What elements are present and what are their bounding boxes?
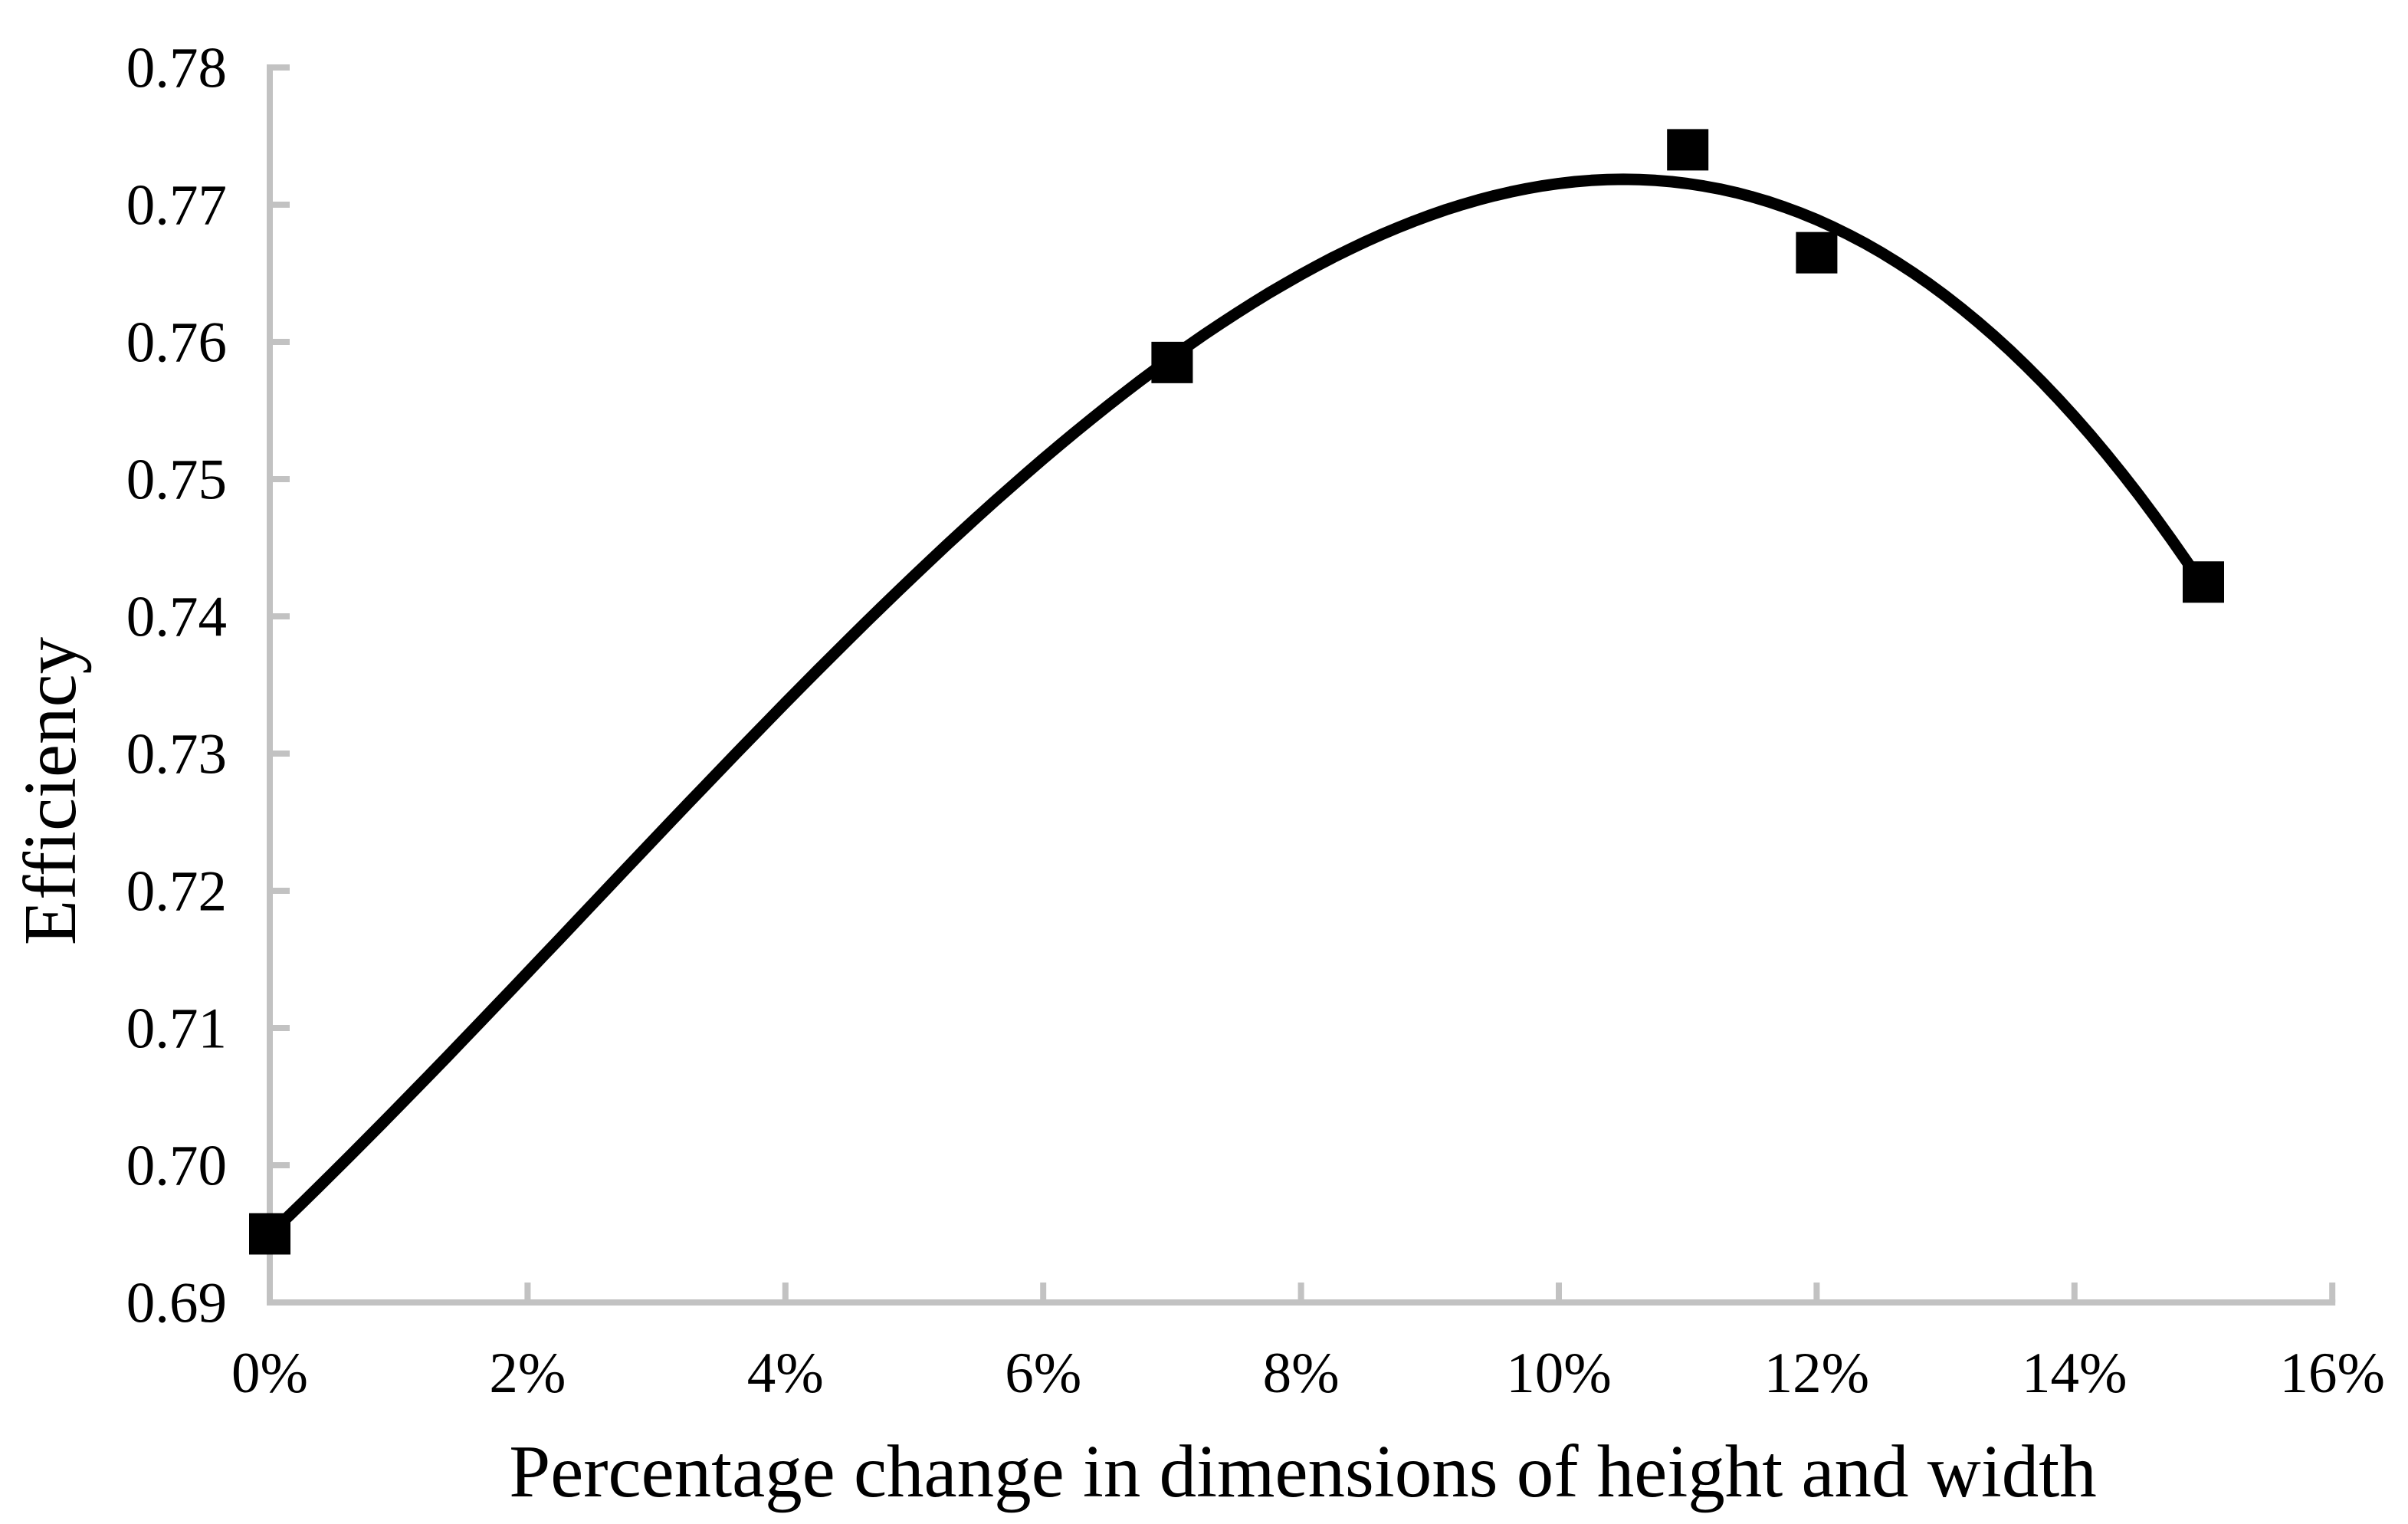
data-points <box>249 129 2224 1255</box>
x-tick-label: 6% <box>1005 1342 1081 1405</box>
data-point-marker <box>1796 232 1838 274</box>
x-tick-label: 8% <box>1263 1342 1340 1405</box>
y-tick-label: 0.76 <box>126 311 227 375</box>
data-point-marker <box>1151 341 1193 383</box>
x-tick-label: 4% <box>747 1342 824 1405</box>
y-tick-label: 0.71 <box>126 997 227 1061</box>
x-tick-label: 0% <box>231 1342 308 1405</box>
y-axis <box>267 64 290 1306</box>
y-tick-label: 0.70 <box>126 1135 227 1198</box>
y-tick-label: 0.73 <box>126 723 227 787</box>
y-axis-title: Efficiency <box>9 636 91 945</box>
y-tick-label: 0.77 <box>126 174 227 238</box>
x-tick-label: 10% <box>1506 1342 1611 1405</box>
y-tick-label: 0.72 <box>126 860 227 924</box>
x-tick-label: 14% <box>2022 1342 2127 1405</box>
x-tick-labels: 0% 2% 4% 6% 8% 10% 12% 14% 16% <box>231 1342 2385 1405</box>
data-point-marker <box>249 1213 290 1255</box>
data-point-marker <box>1667 129 1709 171</box>
y-tick-label: 0.69 <box>126 1272 227 1335</box>
y-tick-label: 0.74 <box>126 586 227 649</box>
data-point-marker <box>2183 561 2224 603</box>
x-tick-label: 2% <box>489 1342 566 1405</box>
x-axis-title: Percentage change in dimensions of heigh… <box>509 1430 2096 1513</box>
x-tick-label: 16% <box>2279 1342 2384 1405</box>
y-tick-labels: 0.69 0.70 0.71 0.72 0.73 0.74 0.75 0.76 0.77 0.78 <box>126 37 227 1335</box>
trendline <box>264 173 2210 1240</box>
x-tick-label: 12% <box>1764 1342 1869 1405</box>
y-tick-label: 0.75 <box>126 448 227 512</box>
x-axis <box>267 1283 2336 1306</box>
y-tick-label: 0.78 <box>126 37 227 100</box>
